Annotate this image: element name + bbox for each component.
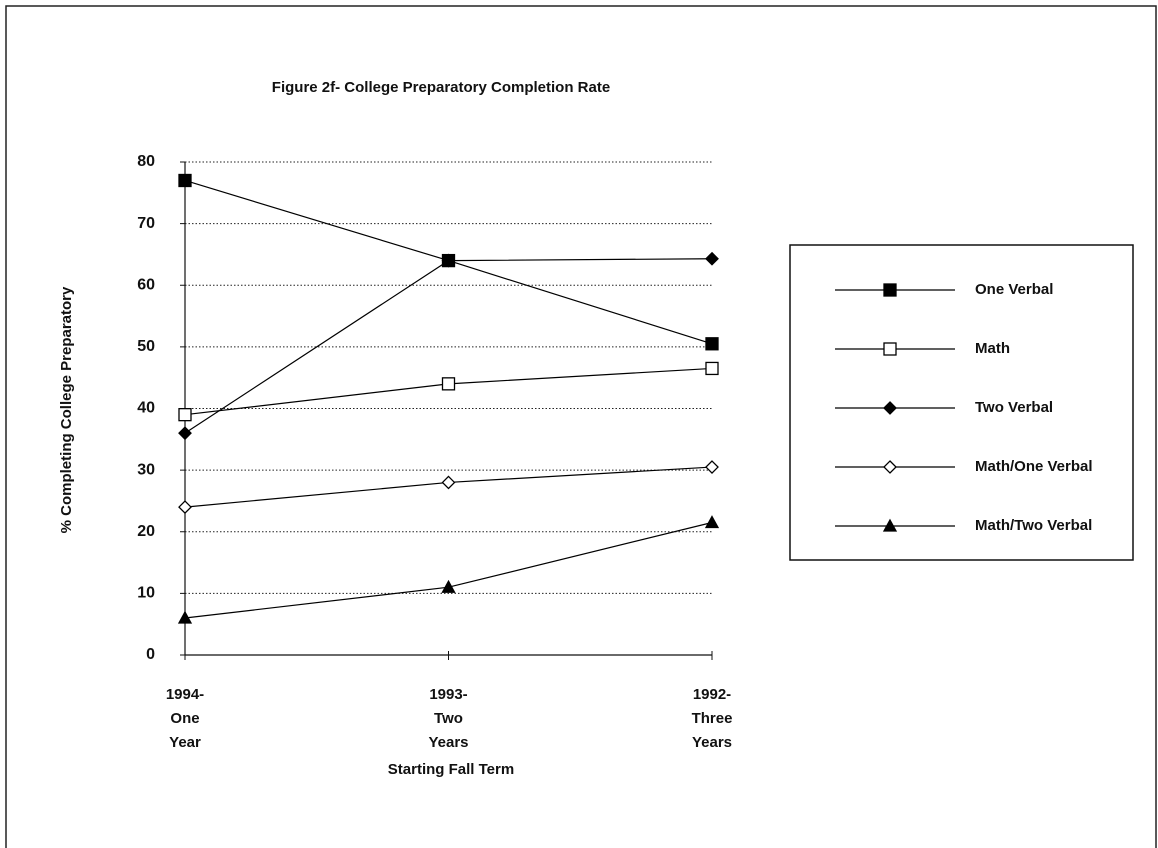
legend-marker: [883, 283, 897, 297]
y-tick-label: 50: [137, 338, 155, 355]
legend-label: Math/One Verbal: [975, 458, 1093, 475]
y-tick-label: 30: [137, 461, 155, 478]
legend-label: Math: [975, 340, 1010, 357]
marker: [178, 426, 192, 441]
marker: [705, 251, 719, 266]
y-axis-label: % Completing College Preparatory: [58, 286, 75, 533]
chart-title: Figure 2f- College Preparatory Completio…: [272, 79, 610, 96]
marker: [705, 460, 719, 474]
marker: [178, 500, 192, 515]
frame: [5, 5, 1157, 848]
y-tick-label: 0: [146, 646, 155, 663]
marker: [705, 337, 719, 351]
y-tick-label: 10: [137, 585, 155, 602]
marker: [441, 253, 456, 268]
marker: [441, 579, 456, 593]
legend-marker: [883, 460, 897, 474]
marker: [441, 475, 456, 490]
y-tick-label: 80: [137, 153, 155, 170]
marker: [705, 361, 719, 376]
y-tick-label: 40: [137, 400, 155, 417]
y-tick-label: 70: [137, 215, 155, 232]
x-tick-label: 1993-Two Years: [428, 686, 468, 751]
legend-label: One Verbal: [975, 281, 1053, 298]
marker: [178, 173, 192, 188]
x-axis-label: Starting Fall Term: [388, 761, 514, 778]
marker: [441, 377, 456, 391]
marker: [177, 610, 193, 624]
marker: [704, 515, 720, 529]
legend-marker: [882, 518, 898, 532]
legend-box: [789, 244, 1134, 561]
legend-label: Math/Two Verbal: [975, 517, 1092, 534]
legend-marker: [883, 342, 897, 356]
series-line: [184, 521, 713, 619]
x-tick-label: 1992-Three Years: [692, 686, 733, 751]
marker: [178, 408, 192, 422]
y-tick-label: 60: [137, 276, 155, 293]
legend-label: Two Verbal: [975, 399, 1053, 416]
series-line: [184, 367, 713, 416]
x-tick-label: 1994-One Year: [166, 686, 204, 751]
legend-marker: [883, 401, 897, 415]
y-tick-label: 20: [137, 523, 155, 540]
